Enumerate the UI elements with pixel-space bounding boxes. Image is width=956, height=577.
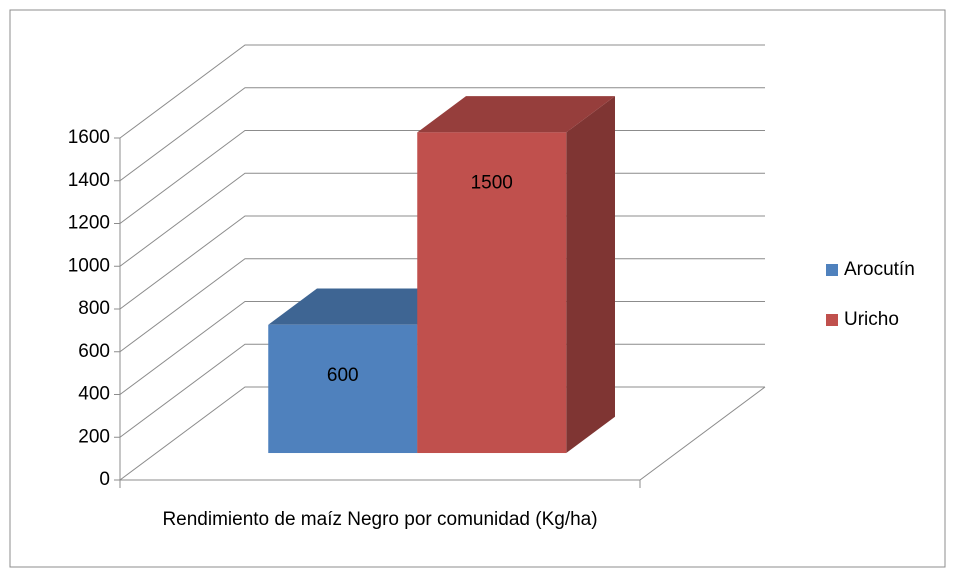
legend-swatch	[826, 264, 838, 276]
x-category-label: Rendimiento de maíz Negro por comunidad …	[162, 509, 598, 530]
bar-top	[268, 288, 466, 325]
y-tick-label: 1400	[68, 170, 110, 191]
y-tick-label: 200	[78, 426, 110, 447]
data-label: 600	[327, 365, 359, 386]
legend-label: Uricho	[844, 309, 899, 330]
legend-swatch	[826, 314, 838, 326]
legend-label: Arocutín	[844, 259, 915, 280]
bar-side	[566, 96, 615, 454]
y-tick-label: 1600	[68, 127, 110, 148]
y-tick-label: 400	[78, 384, 110, 405]
y-tick-label: 800	[78, 298, 110, 319]
data-label: 1500	[471, 172, 513, 193]
grid-line	[119, 44, 765, 139]
grid-line	[119, 87, 765, 182]
bar-top	[417, 96, 615, 133]
bar	[417, 132, 567, 454]
y-tick-label: 1000	[68, 255, 110, 276]
bar	[268, 324, 418, 454]
y-tick-label: 600	[78, 341, 110, 362]
y-tick-label: 1200	[68, 213, 110, 234]
y-tick-label: 0	[99, 469, 110, 490]
